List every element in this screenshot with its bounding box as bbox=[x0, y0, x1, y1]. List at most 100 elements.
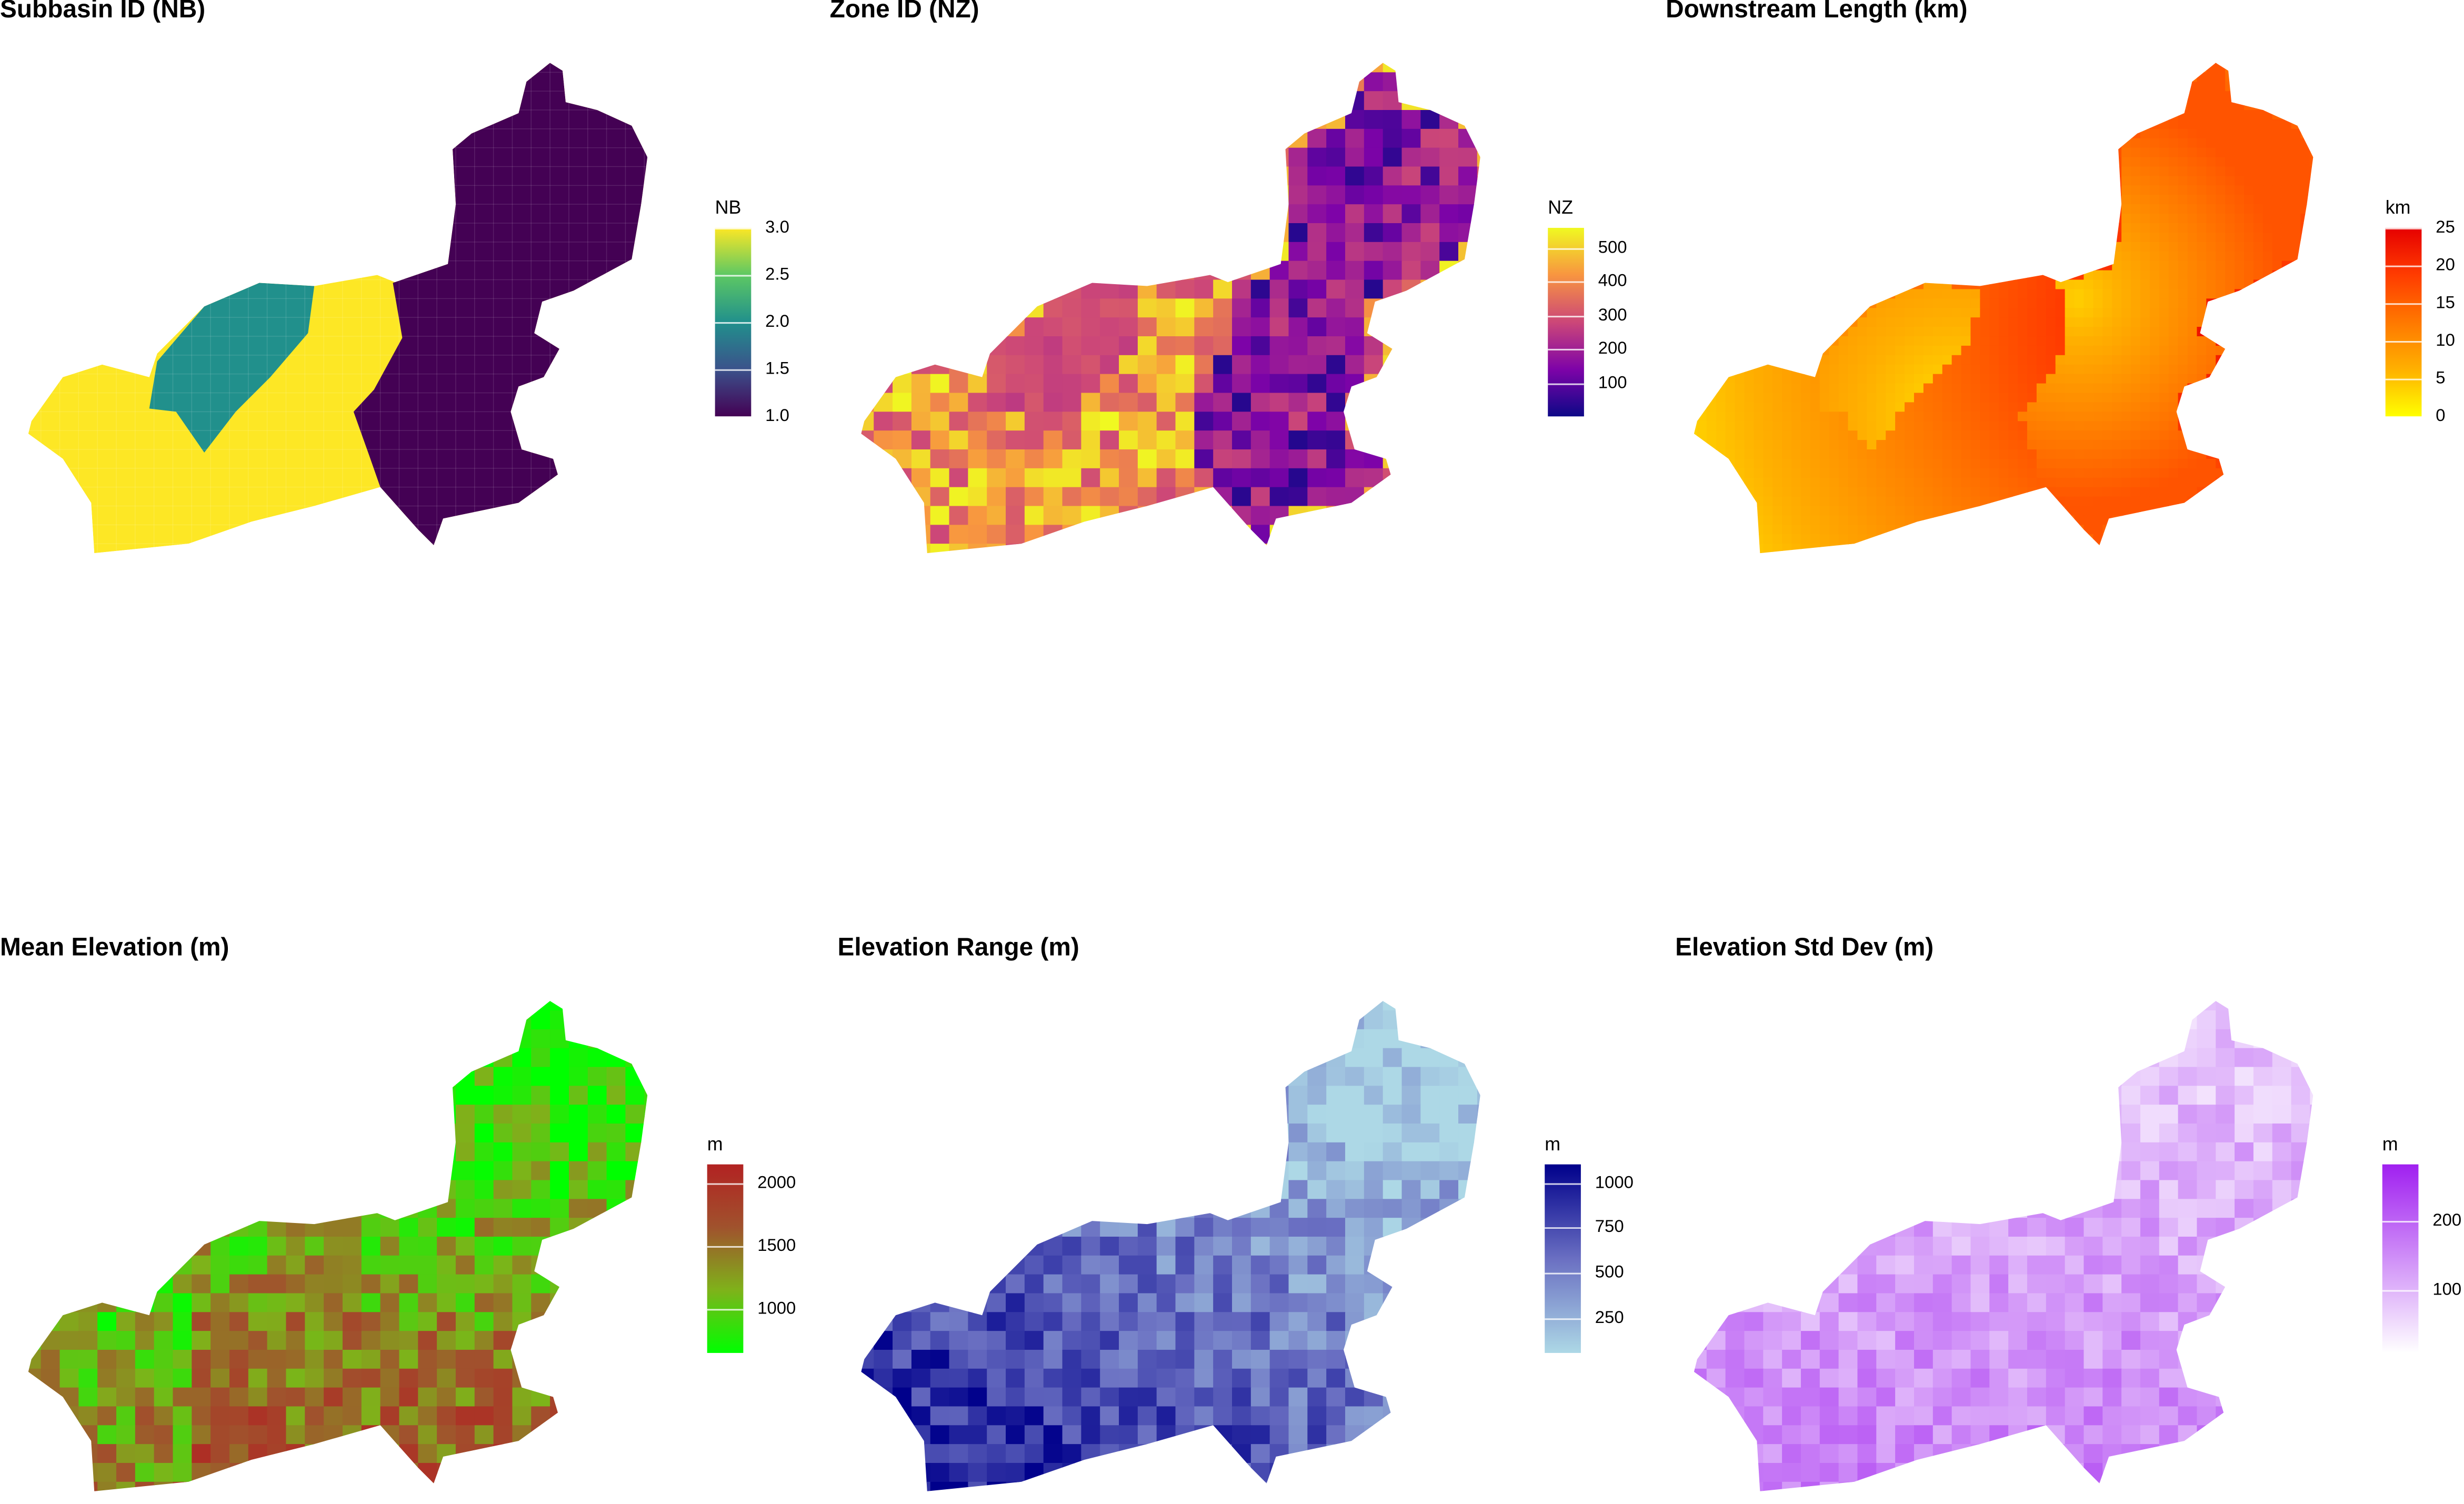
map-cell bbox=[2084, 383, 2094, 394]
map-cell bbox=[1062, 468, 1082, 488]
map-cell bbox=[1754, 477, 1764, 488]
map-cell bbox=[1867, 289, 1877, 299]
map-cell bbox=[1694, 298, 1698, 309]
map-cell bbox=[1062, 91, 1082, 111]
map-cell bbox=[1951, 214, 1962, 224]
map-cell bbox=[1006, 355, 1026, 375]
map-cell bbox=[1980, 440, 1990, 450]
map-cell bbox=[2300, 72, 2311, 83]
map-cell bbox=[2121, 553, 2131, 563]
map-cell bbox=[1989, 251, 2000, 262]
map-cell bbox=[1980, 242, 1990, 252]
map-cell bbox=[1923, 101, 1934, 111]
map-cell bbox=[1477, 279, 1480, 299]
map-cell bbox=[2159, 82, 2169, 92]
map-cell bbox=[1895, 185, 1906, 196]
map-cell bbox=[1961, 289, 1971, 299]
map-cell bbox=[2055, 336, 2066, 347]
map-cell bbox=[1848, 242, 1858, 252]
map-cell bbox=[2244, 506, 2255, 516]
map-cell bbox=[1288, 110, 1308, 130]
map-cell bbox=[2291, 515, 2301, 526]
map-cell bbox=[1062, 63, 1082, 73]
map-cell bbox=[1744, 449, 1755, 460]
map-cell bbox=[2300, 138, 2311, 148]
map-cell bbox=[1810, 138, 1820, 148]
map-cell bbox=[1932, 91, 1943, 102]
map-cell bbox=[1716, 458, 1726, 469]
map-cell bbox=[1006, 204, 1026, 224]
map-cell bbox=[2140, 214, 2151, 224]
map-cell bbox=[2027, 327, 2038, 337]
map-cell bbox=[1194, 128, 1214, 148]
map-cell bbox=[625, 1001, 645, 1011]
map-cell bbox=[229, 1123, 249, 1144]
map-cell bbox=[1951, 72, 1962, 83]
map-cell bbox=[1439, 336, 1459, 356]
map-cell bbox=[1735, 468, 1745, 478]
map-cell bbox=[1951, 458, 1962, 469]
map-cell bbox=[2027, 138, 2038, 148]
map-cell bbox=[1175, 468, 1195, 488]
map-cell bbox=[1782, 279, 1792, 290]
map-cell bbox=[1819, 260, 1830, 271]
map-cell bbox=[192, 1105, 212, 1125]
map-cell bbox=[893, 487, 913, 507]
map-cell bbox=[1401, 487, 1421, 507]
map-cell bbox=[2319, 393, 2329, 403]
map-cell bbox=[1706, 176, 1717, 186]
map-cell bbox=[1810, 477, 1820, 488]
map-cell bbox=[2206, 204, 2217, 215]
map-cell bbox=[1458, 374, 1478, 394]
map-cell bbox=[2018, 176, 2028, 186]
map-cell bbox=[2319, 289, 2329, 299]
map-cell bbox=[1062, 110, 1082, 130]
map-cell bbox=[1876, 195, 1887, 205]
map-cell bbox=[2046, 101, 2056, 111]
map-cell bbox=[1970, 374, 1981, 384]
map-cell bbox=[1744, 157, 1755, 167]
map-cell bbox=[1326, 147, 1346, 167]
map-cell bbox=[1951, 544, 1962, 554]
map-cell bbox=[1307, 374, 1327, 394]
map-cell bbox=[1175, 525, 1195, 545]
map-cell bbox=[1707, 553, 1717, 563]
map-cell bbox=[1735, 430, 1745, 441]
map-cell bbox=[1307, 317, 1327, 337]
map-cell bbox=[1763, 336, 1774, 347]
map-cell bbox=[1810, 279, 1820, 290]
map-cell bbox=[2084, 345, 2094, 356]
map-cell bbox=[1754, 515, 1764, 526]
map-cell bbox=[2084, 298, 2094, 309]
map-cell bbox=[2300, 534, 2311, 545]
map-cell bbox=[2197, 242, 2207, 252]
map-cell bbox=[2206, 214, 2217, 224]
map-cell bbox=[1744, 364, 1755, 375]
map-cell bbox=[1401, 430, 1421, 450]
map-cell bbox=[1694, 515, 1698, 526]
map-cell bbox=[1886, 308, 1896, 318]
map-cell bbox=[1043, 525, 1063, 545]
map-cell bbox=[1838, 185, 1849, 196]
map-cell bbox=[2262, 251, 2273, 262]
map-cell bbox=[1867, 101, 1877, 111]
map-cell bbox=[1800, 270, 1811, 280]
map-cell bbox=[1716, 63, 1726, 73]
map-cell bbox=[2272, 364, 2282, 375]
map-cell bbox=[116, 1010, 136, 1030]
map-cell bbox=[1725, 251, 1736, 262]
map-cell bbox=[1999, 563, 2009, 573]
map-cell bbox=[893, 449, 913, 469]
map-cell bbox=[1401, 393, 1421, 413]
map-cell bbox=[1420, 260, 1440, 280]
map-cell bbox=[1194, 279, 1214, 299]
map-cell bbox=[1829, 383, 1839, 394]
map-cell bbox=[1810, 355, 1820, 365]
map-cell bbox=[2065, 468, 2075, 478]
map-cell bbox=[2112, 544, 2122, 554]
map-cell bbox=[2197, 298, 2207, 309]
map-cell bbox=[2159, 128, 2169, 139]
map-cell bbox=[1838, 232, 1849, 243]
map-cell bbox=[2055, 223, 2066, 234]
map-cell bbox=[1800, 232, 1811, 243]
